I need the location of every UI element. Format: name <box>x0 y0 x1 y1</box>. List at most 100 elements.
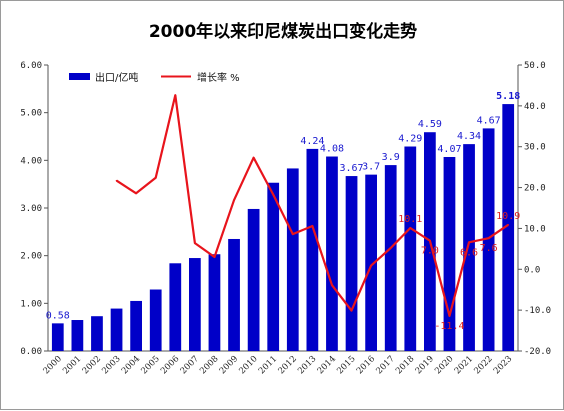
y-right-tick-label: 30.0 <box>524 143 546 153</box>
y-left-tick-label: 1.00 <box>20 299 42 309</box>
bar-label-2023: 5.18 <box>496 91 520 102</box>
bar-label-2016: 3.7 <box>362 162 380 173</box>
x-tick-label: 2009 <box>218 354 240 376</box>
bar-2023 <box>502 104 515 351</box>
line-label-2021: 6.6 <box>460 247 478 258</box>
bar-2020 <box>443 156 456 351</box>
bar-label-2018: 4.29 <box>398 134 422 145</box>
growth-point-2007 <box>194 242 196 244</box>
x-tick-label: 2008 <box>198 354 220 376</box>
y-left-tick-label: 5.00 <box>20 109 42 119</box>
growth-point-2003 <box>115 179 118 182</box>
growth-point-2013 <box>311 225 314 227</box>
bar-label-2022: 4.67 <box>477 115 501 126</box>
line-label-2019: 7.0 <box>421 246 439 257</box>
bar-label-2014: 4.08 <box>320 144 344 155</box>
bar-2004 <box>130 300 142 351</box>
growth-point-2009 <box>233 199 235 202</box>
bar-2012 <box>286 168 299 351</box>
bar-label-2013: 4.24 <box>300 136 324 147</box>
x-tick-label: 2022 <box>472 354 494 376</box>
y-left-tick-label: 0.00 <box>20 347 42 357</box>
bar-2017 <box>384 165 397 351</box>
y-left-tick-label: 2.00 <box>20 252 42 262</box>
legend: 出口/亿吨 增长率 % <box>69 71 240 84</box>
growth-point-2023 <box>507 223 510 226</box>
bar-label-2000: 0.58 <box>46 310 70 321</box>
bar-series <box>51 104 515 351</box>
legend-line-label: 增长率 % <box>197 71 240 84</box>
x-tick-label: 2013 <box>296 354 318 376</box>
bar-2002 <box>91 316 103 351</box>
x-tick-label: 2004 <box>120 354 142 376</box>
chart-title: 2000年以来印尼煤炭出口变化走势 <box>149 21 417 42</box>
growth-point-2010 <box>252 156 255 159</box>
growth-point-2005 <box>154 176 157 179</box>
x-tick-label: 2015 <box>335 354 357 376</box>
y-right-tick-label: 0.0 <box>524 265 540 275</box>
legend-bar-swatch <box>69 73 90 80</box>
x-tick-label: 2017 <box>374 354 396 376</box>
bar-2006 <box>169 263 182 351</box>
y-left-tick-label: 3.00 <box>20 204 42 214</box>
bar-2010 <box>247 208 260 351</box>
bar-2011 <box>267 182 280 351</box>
bar-2008 <box>208 254 221 351</box>
bar-2001 <box>71 320 84 351</box>
x-tick-label: 2014 <box>316 354 338 376</box>
growth-point-2019 <box>429 239 431 242</box>
y-right-tick-label: -10.0 <box>524 306 551 316</box>
legend-bar-label: 出口/亿吨 <box>95 71 138 84</box>
x-tick-label: 2002 <box>81 354 103 376</box>
bar-2016 <box>365 174 377 351</box>
growth-point-2017 <box>389 247 392 249</box>
x-tick-label: 2021 <box>453 354 475 376</box>
growth-point-2021 <box>468 241 470 244</box>
growth-point-2022 <box>487 237 490 240</box>
x-tick-label: 2007 <box>179 354 201 376</box>
data-labels: 0.58 4.244.08 3.673.73.9 4.29 4.59 4.07 4.34 4.… <box>46 91 521 332</box>
growth-point-2011 <box>272 193 275 196</box>
x-tick-label: 2003 <box>100 354 122 376</box>
bar-2021 <box>463 144 475 351</box>
x-tick-label: 2020 <box>433 354 455 376</box>
x-tick-label: 2016 <box>355 354 377 376</box>
line-label-2018: 10.1 <box>398 214 422 225</box>
bar-label-2015: 3.67 <box>339 163 363 174</box>
bar-label-2017: 3.9 <box>382 152 400 163</box>
line-label-2023: 10.9 <box>496 211 520 222</box>
bar-2022 <box>482 128 495 351</box>
y-left-tick-label: 6.00 <box>20 61 42 71</box>
y-left-tick-label: 4.00 <box>20 156 42 166</box>
line-label-2022: 7.6 <box>480 243 498 254</box>
x-tick-label: 2001 <box>61 354 83 376</box>
line-series <box>115 94 510 317</box>
y-right-tick-label: 10.0 <box>524 224 546 234</box>
bar-2003 <box>110 308 123 351</box>
y-right-tick-label: 40.0 <box>524 102 546 112</box>
growth-point-2015 <box>350 309 353 312</box>
growth-point-2018 <box>409 227 412 229</box>
bar-2000 <box>51 323 64 351</box>
bar-2007 <box>189 258 201 351</box>
bar-2013 <box>306 148 319 351</box>
x-tick-label: 2018 <box>394 354 416 376</box>
x-tick-label: 2005 <box>139 354 161 376</box>
growth-point-2012 <box>291 233 294 235</box>
bar-label-2021: 4.34 <box>457 131 481 142</box>
x-tick-label: 2006 <box>159 354 181 376</box>
x-tick-label: 2012 <box>277 354 299 376</box>
bar-2014 <box>326 156 338 351</box>
x-tick-label: 2000 <box>42 354 64 376</box>
growth-point-2020 <box>448 315 451 317</box>
bar-label-2019: 4.59 <box>418 119 442 130</box>
y-right-tick-label: 20.0 <box>524 184 546 194</box>
x-tick-label: 2019 <box>414 354 436 376</box>
y-right-tick-label: -20.0 <box>524 347 551 357</box>
bar-label-2020: 4.07 <box>437 144 461 155</box>
line-label-2020: -11.4 <box>434 321 464 332</box>
bar-2015 <box>345 176 358 351</box>
bar-2005 <box>149 289 162 351</box>
